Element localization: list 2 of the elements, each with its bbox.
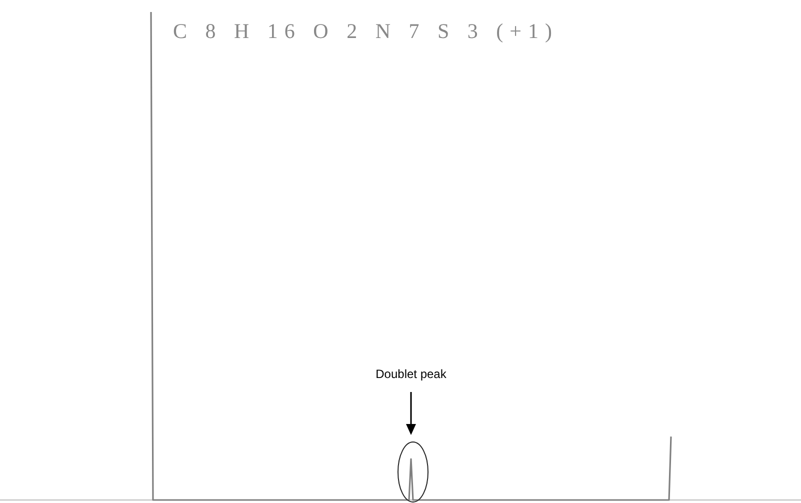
chart-title: C 8 H 16 O 2 N 7 S 3 (+1) [173, 19, 559, 43]
annotation: Doublet peak [376, 367, 448, 381]
